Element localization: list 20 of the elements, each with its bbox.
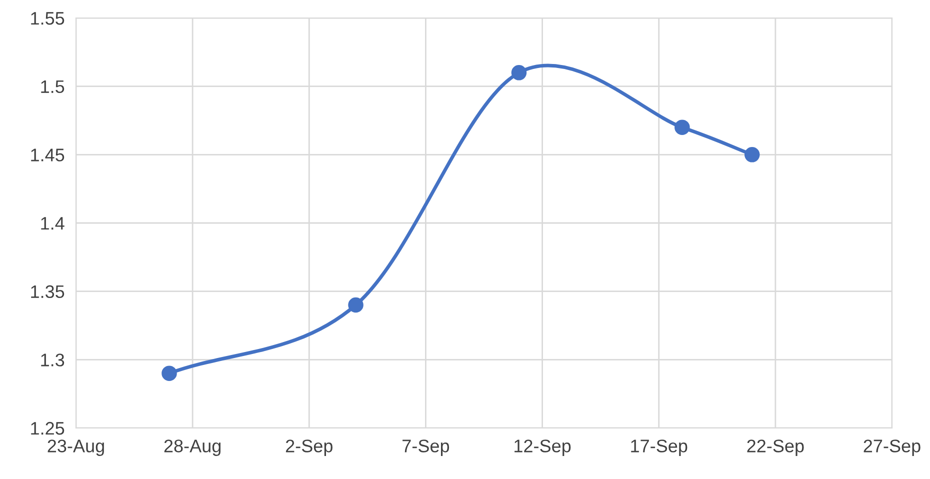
y-tick-label: 1.45 [31, 148, 64, 162]
point [348, 297, 364, 313]
x-tick-label: 17-Sep [631, 440, 688, 456]
y-tick-label: 1.3 [41, 354, 64, 366]
x-tick-label: 27-Sep [864, 440, 920, 456]
point [511, 65, 527, 80]
y-tick-label: 1.35 [31, 285, 64, 298]
x-tick-label: 22-Sep [747, 440, 804, 456]
point [162, 366, 177, 381]
x-tick-label: 12-Sep [514, 440, 571, 456]
y-tick-label: 1.4 [41, 217, 64, 230]
x-tick-label: 2-Sep [286, 440, 332, 456]
y-tick-label: 1.5 [41, 80, 64, 94]
y-tick-label: 1.25 [31, 422, 64, 435]
point [744, 147, 760, 162]
x-tick-label: 28-Aug [164, 440, 221, 456]
x-tick-label: 23-Aug [48, 440, 104, 456]
point [674, 120, 690, 135]
x-tick-label: 7-Sep [402, 440, 450, 456]
y-tick-label: 1.55 [31, 12, 64, 25]
